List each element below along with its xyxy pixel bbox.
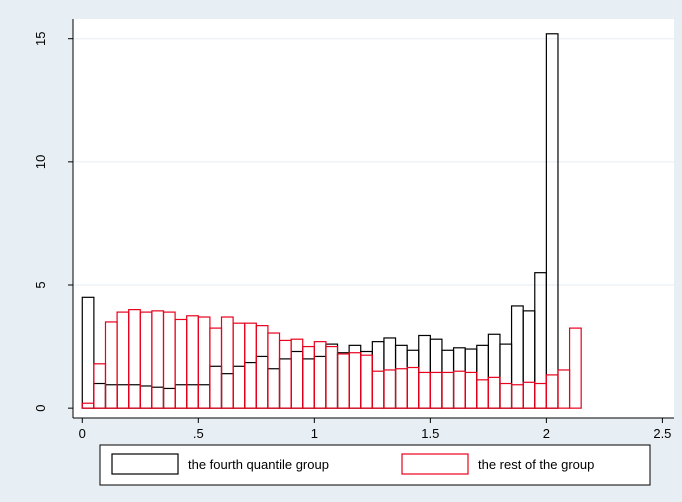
x-axis: 0 .5 1 1.5 2 2.5 — [73, 417, 674, 441]
plot-area — [73, 19, 674, 418]
legend-label-fourth-quantile: the fourth quantile group — [188, 457, 329, 472]
y-axis: 0 5 10 15 — [33, 19, 74, 418]
legend-label-rest-of-group: the rest of the group — [478, 457, 594, 472]
rest-of-group-bar-42 — [568, 327, 582, 409]
legend-swatch-fourth-quantile — [111, 453, 179, 475]
x-tick-label-4: 2 — [543, 426, 550, 441]
legend-swatch-rest-of-group — [401, 453, 469, 475]
y-tick-label-3: 15 — [33, 31, 48, 45]
legend: the fourth quantile group the rest of th… — [99, 444, 651, 486]
x-tick-label-2: 1 — [311, 426, 318, 441]
y-tick-label-2: 10 — [33, 155, 48, 169]
y-tick-label-0: 0 — [33, 405, 48, 412]
series-rest-of-group-bars — [81, 309, 582, 409]
x-tick-label-0: 0 — [79, 426, 86, 441]
x-tick-label-3: 1.5 — [421, 426, 439, 441]
grid — [73, 38, 674, 286]
legend-box — [99, 444, 651, 486]
x-tick-label-1: .5 — [193, 426, 204, 441]
y-tick-label-1: 5 — [33, 281, 48, 288]
x-tick-label-5: 2.5 — [653, 426, 671, 441]
